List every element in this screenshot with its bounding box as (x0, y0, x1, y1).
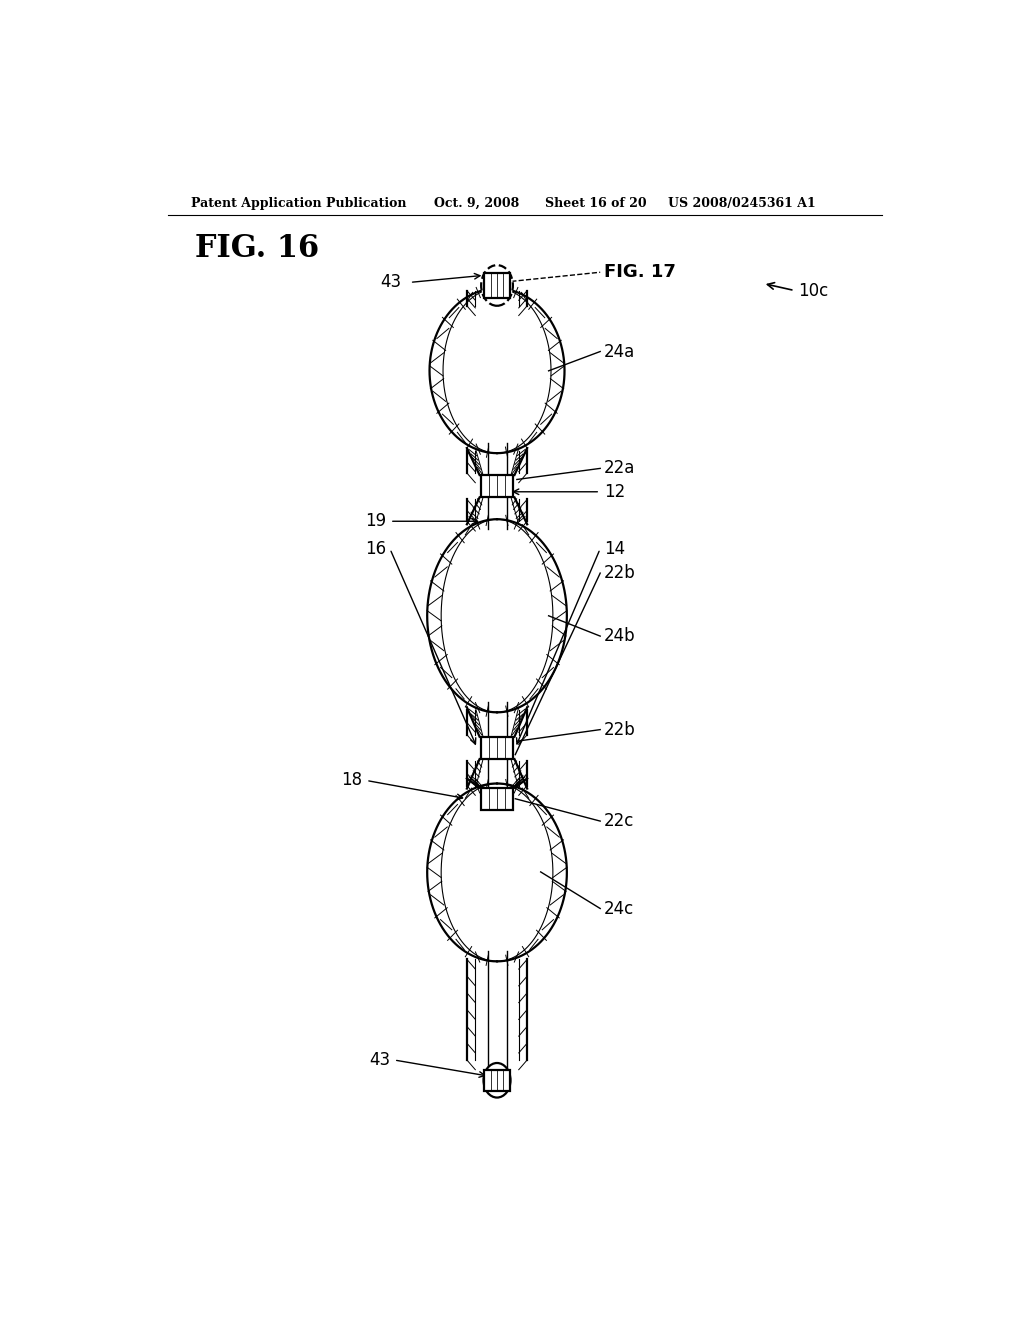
Bar (484, 1071, 510, 1090)
Text: 24c: 24c (604, 899, 635, 917)
Text: FIG. 17: FIG. 17 (604, 263, 676, 281)
Bar (484, 273, 510, 297)
Text: 18: 18 (341, 771, 362, 789)
Text: 14: 14 (604, 540, 626, 557)
Text: 10c: 10c (799, 281, 828, 300)
Text: 24a: 24a (604, 342, 636, 360)
Text: Patent Application Publication: Patent Application Publication (191, 197, 407, 210)
Circle shape (481, 265, 513, 306)
Bar (481, 788, 513, 810)
Text: 22c: 22c (604, 812, 635, 830)
Text: 22b: 22b (604, 564, 636, 582)
Text: 43: 43 (381, 273, 401, 292)
Text: Oct. 9, 2008: Oct. 9, 2008 (433, 197, 519, 210)
Text: US 2008/0245361 A1: US 2008/0245361 A1 (668, 197, 815, 210)
Text: 43: 43 (369, 1051, 390, 1069)
Bar (481, 475, 513, 498)
Text: Sheet 16 of 20: Sheet 16 of 20 (545, 197, 646, 210)
Text: 24b: 24b (604, 627, 636, 645)
Bar (487, 285, 507, 1080)
Text: 12: 12 (604, 483, 626, 500)
Text: 19: 19 (365, 512, 386, 531)
Circle shape (483, 1063, 511, 1097)
Text: 22b: 22b (604, 721, 636, 739)
Text: FIG. 16: FIG. 16 (196, 232, 319, 264)
Text: 16: 16 (365, 540, 386, 557)
Bar (481, 737, 513, 759)
Text: 22a: 22a (604, 459, 636, 478)
